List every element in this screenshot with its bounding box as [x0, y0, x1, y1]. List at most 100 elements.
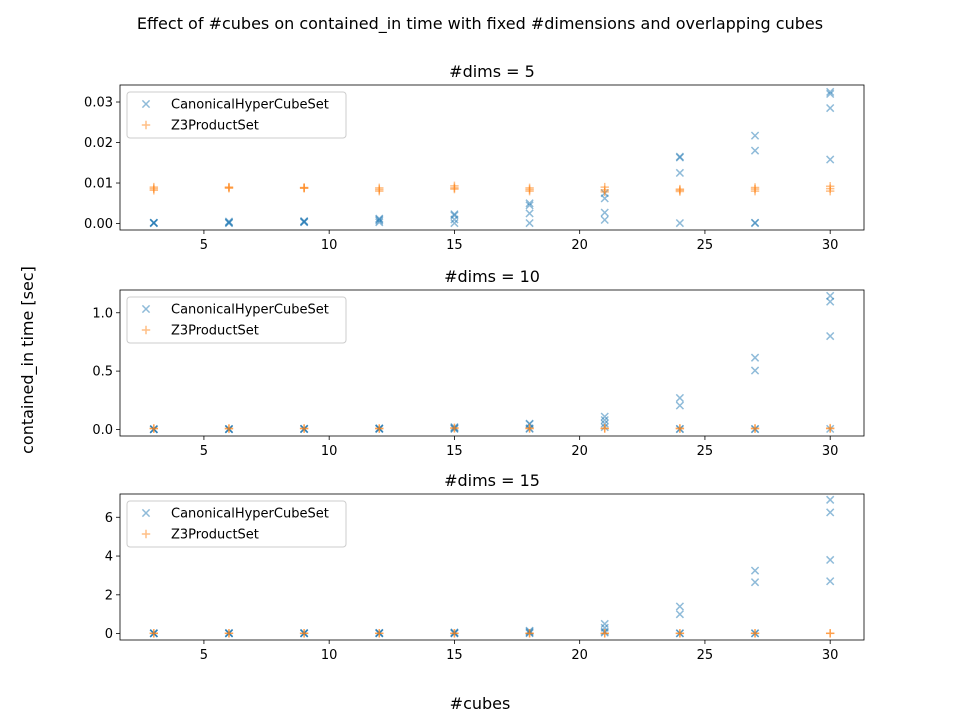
data-point-z3 [525, 629, 534, 638]
x-tick-label: 15 [446, 444, 463, 459]
y-tick-label: 2 [105, 588, 113, 603]
y-tick-label: 4 [105, 550, 113, 565]
data-point-canonical [525, 201, 534, 210]
data-point-canonical [826, 87, 835, 97]
x-tick-label: 20 [571, 648, 588, 663]
data-point-z3 [825, 184, 835, 193]
data-point-canonical [600, 194, 609, 203]
legend-marker-z3 [141, 120, 151, 130]
axes-frame [119, 84, 865, 231]
y-tick-label: 0.5 [92, 365, 113, 380]
legend-marker-z3 [141, 325, 151, 335]
data-point-canonical [224, 218, 234, 227]
data-point-z3 [750, 424, 760, 433]
data-point-canonical [826, 103, 835, 113]
y-tick-label: 1.0 [92, 306, 113, 321]
data-point-z3 [299, 424, 309, 433]
x-tick-label: 30 [822, 648, 839, 663]
legend-label-canonical: CanonicalHyperCubeSet [171, 303, 329, 318]
data-point-canonical [600, 215, 609, 225]
figure-title: Effect of #cubes on contained_in time wi… [137, 14, 823, 34]
data-point-z3 [224, 424, 234, 434]
data-point-z3 [149, 184, 159, 193]
data-point-canonical [675, 401, 685, 410]
data-point-canonical [826, 508, 835, 517]
legend-box [126, 500, 347, 548]
data-point-z3 [149, 424, 159, 433]
legend-box [126, 296, 347, 344]
legend-marker-canonical [141, 508, 151, 518]
legend-label-z3: Z3ProductSet [171, 528, 259, 543]
subplot-title: #dims = 15 [444, 471, 540, 490]
data-point-canonical [750, 353, 760, 362]
subplot-title: #dims = 5 [449, 62, 535, 81]
legend-label-canonical: CanonicalHyperCubeSet [171, 507, 329, 522]
y-tick-label: 6 [105, 511, 113, 526]
legend-label-z3: Z3ProductSet [171, 119, 259, 134]
data-point-z3 [375, 185, 384, 194]
data-point-canonical [826, 577, 835, 586]
x-tick-label: 20 [571, 444, 588, 459]
data-point-z3 [525, 424, 534, 433]
data-point-canonical [750, 366, 760, 375]
data-point-canonical [826, 155, 835, 164]
y-tick-label: 0.00 [84, 217, 113, 232]
x-tick-label: 25 [697, 238, 714, 253]
data-point-z3 [525, 185, 534, 194]
data-point-z3 [299, 183, 309, 193]
data-point-z3 [675, 186, 685, 195]
data-point-z3 [600, 185, 609, 195]
x-tick-label: 5 [200, 238, 208, 253]
data-point-canonical [375, 216, 384, 225]
data-point-z3 [600, 629, 609, 638]
x-tick-label: 10 [321, 238, 338, 253]
legend-marker-canonical [141, 99, 151, 109]
data-point-z3 [825, 629, 835, 638]
data-point-canonical [750, 131, 760, 140]
x-tick-label: 15 [446, 238, 463, 253]
data-point-canonical [675, 168, 685, 178]
data-point-z3 [750, 629, 760, 638]
data-point-canonical [525, 199, 534, 208]
data-point-canonical [826, 89, 835, 99]
data-point-canonical [675, 602, 685, 611]
y-axis-label: contained_in time [sec] [18, 266, 38, 454]
legend-marker-canonical [141, 304, 151, 314]
x-tick-label: 5 [200, 444, 208, 459]
data-point-canonical [600, 412, 609, 421]
y-tick-label: 0.0 [92, 423, 113, 438]
data-point-canonical [299, 217, 309, 227]
data-point-z3 [224, 183, 234, 192]
subplot-1: #dims = 5 5 10 15 20 25 30 0.00 0.01 0.02 0.03 Cano… [84, 62, 865, 253]
x-tick-label: 30 [822, 444, 839, 459]
data-point-z3 [450, 629, 459, 638]
data-point-canonical [826, 331, 835, 341]
data-point-canonical [600, 208, 609, 217]
subplot-3: #dims = 15 5 10 15 20 25 30 0 2 4 6 CanonicalHyperC… [105, 471, 865, 663]
y-tick-label: 0 [105, 627, 113, 642]
data-point-z3 [375, 629, 384, 638]
axes-frame [119, 289, 865, 437]
data-point-canonical [525, 218, 534, 228]
legend-box [126, 91, 347, 139]
subplot-2: #dims = 10 5 10 15 20 25 30 0.0 0.5 1.0 CanonicalH… [92, 267, 865, 459]
data-point-canonical [600, 415, 609, 425]
subplot-title: #dims = 10 [444, 267, 540, 286]
data-point-canonical [750, 566, 760, 575]
axes-layer: #dims = 55 10 15 20 25 300.000.010.020.03 Cano… [84, 62, 865, 663]
data-point-z3 [825, 424, 835, 433]
x-tick-label: 20 [571, 238, 588, 253]
data-point-canonical [826, 297, 835, 306]
data-point-canonical [375, 218, 384, 227]
y-tick-label: 0.03 [84, 96, 113, 111]
data-point-z3 [600, 424, 609, 433]
x-tick-label: 15 [446, 648, 463, 663]
data-point-canonical [600, 619, 609, 629]
data-point-z3 [375, 424, 384, 433]
data-point-canonical [750, 218, 760, 228]
x-tick-label: 30 [822, 238, 839, 253]
data-point-canonical [525, 209, 534, 218]
data-point-canonical [750, 146, 760, 155]
data-point-canonical [675, 218, 685, 228]
